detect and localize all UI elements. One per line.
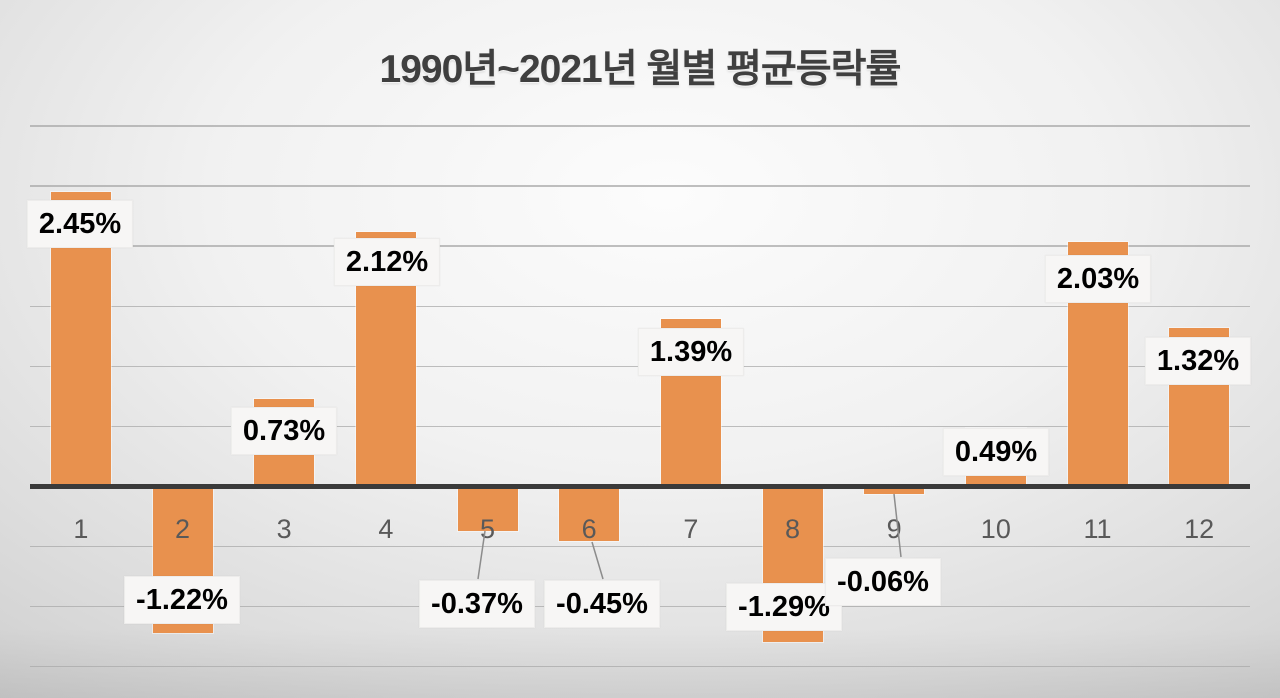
data-label-month-11: 2.03% — [1044, 255, 1152, 303]
gridline-0.5 — [30, 425, 1250, 428]
gridline-1.5 — [30, 305, 1250, 307]
gridline--1.5 — [30, 666, 1250, 668]
x-tick-label-4: 4 — [378, 514, 394, 544]
data-label-month-9: -0.06% — [825, 558, 941, 606]
data-label-month-2: -1.22% — [124, 576, 240, 624]
x-tick-label-10: 10 — [980, 514, 1011, 544]
x-tick-label-3: 3 — [276, 514, 292, 544]
bar-month-6 — [559, 486, 620, 541]
gridline-2 — [30, 245, 1250, 247]
leader-line-month-5 — [477, 530, 486, 580]
data-label-month-12: 1.32% — [1144, 337, 1252, 385]
x-tick-label-6: 6 — [581, 514, 597, 544]
x-tick-label-7: 7 — [683, 514, 699, 544]
data-label-month-7: 1.39% — [637, 328, 745, 376]
x-tick-label-2: 2 — [174, 514, 191, 544]
bar-month-5 — [457, 486, 518, 531]
x-tick-label-9: 9 — [886, 514, 902, 544]
gridline-2.5 — [30, 185, 1250, 187]
x-tick-label-11: 11 — [1083, 514, 1112, 544]
x-tick-label-12: 12 — [1184, 514, 1215, 544]
data-label-month-6: -0.45% — [544, 580, 660, 628]
data-label-month-1: 2.45% — [26, 200, 134, 248]
bar-month-9 — [864, 486, 925, 494]
x-axis-line — [30, 484, 1250, 489]
x-tick-label-8: 8 — [784, 514, 801, 544]
chart-title: 1990년~2021년 월별 평균등락률 — [379, 48, 902, 91]
data-label-month-10: 0.49% — [942, 428, 1050, 476]
leader-line-month-9 — [893, 493, 902, 558]
leader-line-month-6 — [591, 541, 604, 580]
x-tick-label-1: 1 — [73, 514, 89, 544]
gridline--0.5 — [30, 545, 1250, 548]
data-label-month-3: 0.73% — [230, 407, 338, 455]
data-label-month-8: -1.29% — [726, 583, 842, 631]
data-label-month-4: 2.12% — [333, 238, 441, 286]
gridline-3 — [30, 125, 1250, 127]
data-label-month-5: -0.37% — [419, 580, 535, 628]
